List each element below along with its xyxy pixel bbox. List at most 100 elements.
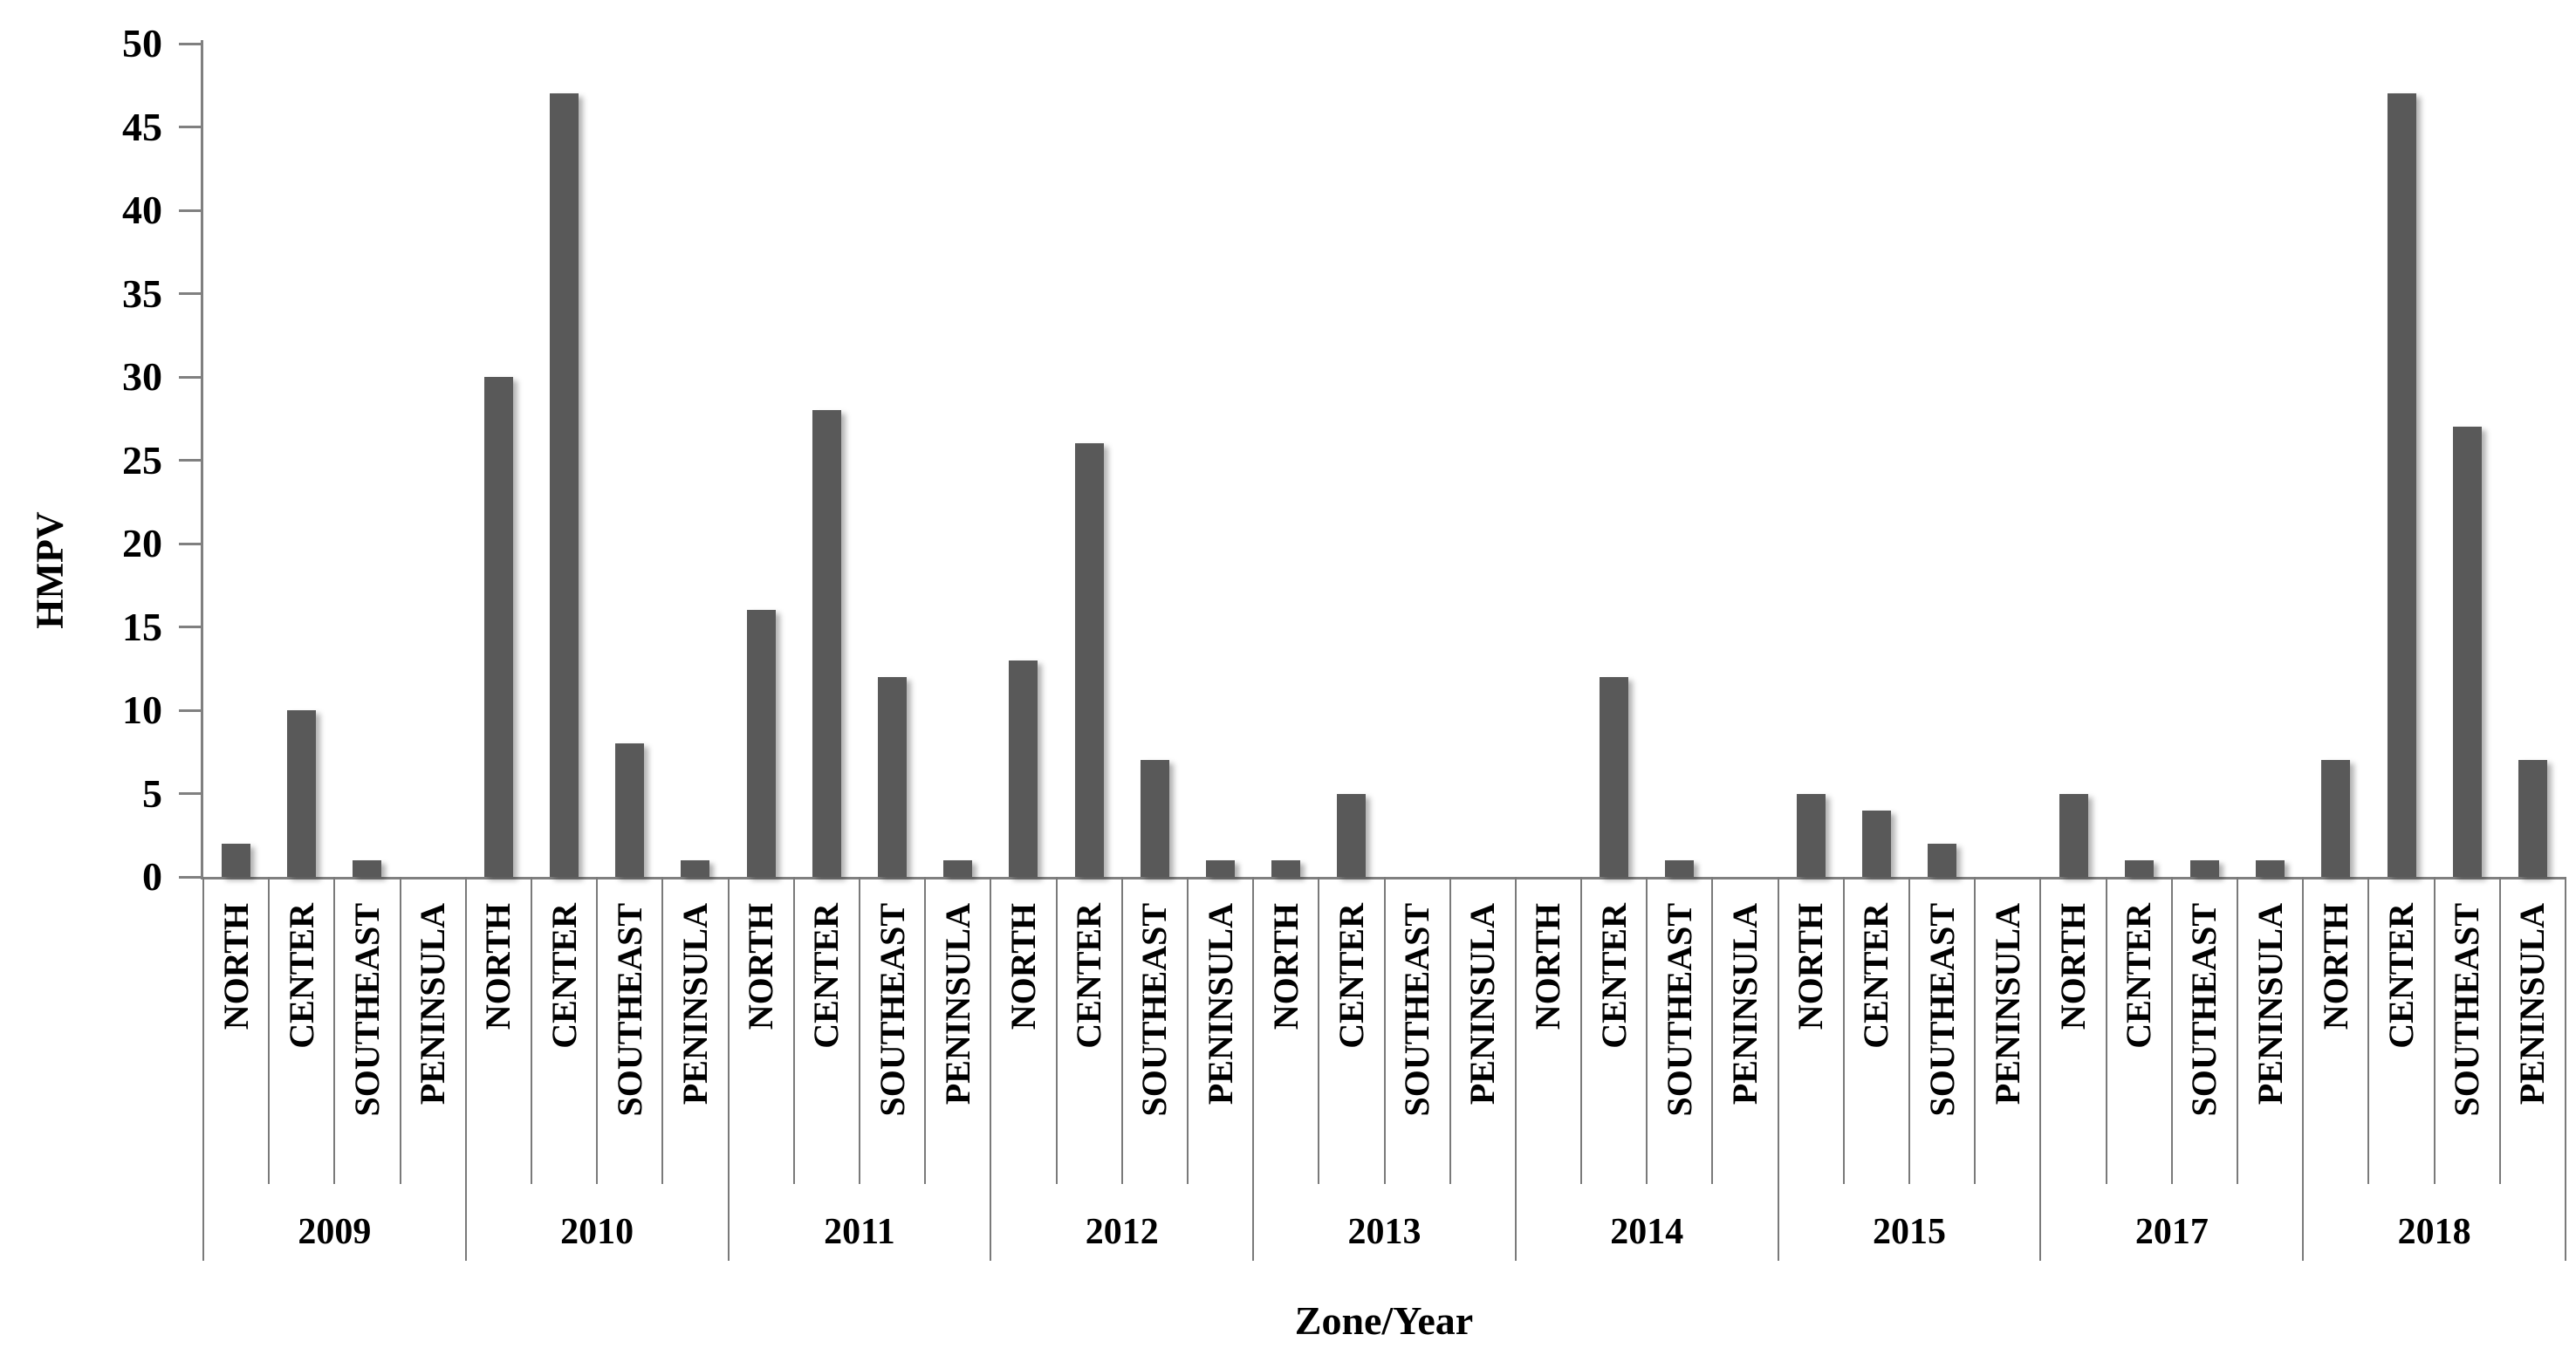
zone-label: NORTH xyxy=(1791,903,1831,1030)
bar xyxy=(878,676,908,877)
zone-cell-divider xyxy=(2039,877,2042,1184)
year-label: 2010 xyxy=(560,1212,634,1252)
bar xyxy=(1074,443,1104,877)
bar xyxy=(1928,843,1957,877)
bar xyxy=(943,859,973,877)
zone-label: CENTER xyxy=(544,903,584,1049)
zone-label: SOUTHEAST xyxy=(2447,903,2487,1117)
zone-cell-divider xyxy=(858,877,860,1184)
zone-cell-divider xyxy=(2498,877,2501,1184)
zone-label: CENTER xyxy=(2119,903,2159,1049)
zone-label: CENTER xyxy=(1856,903,1896,1049)
bar xyxy=(1337,793,1367,877)
zone-label: PENINSULA xyxy=(937,903,977,1105)
zone-label: CENTER xyxy=(281,903,321,1049)
year-label: 2014 xyxy=(1610,1212,1684,1252)
zone-cell-divider xyxy=(530,877,532,1184)
bar xyxy=(1600,676,1629,877)
zone-label: SOUTHEAST xyxy=(872,903,912,1117)
zone-cell-divider xyxy=(1646,877,1648,1184)
zone-label: SOUTHEAST xyxy=(1922,903,1962,1117)
year-label: 2018 xyxy=(2397,1212,2471,1252)
zone-cell-divider xyxy=(1120,877,1123,1184)
zone-label: PENINSULA xyxy=(2250,903,2290,1105)
year-label: 2017 xyxy=(2134,1212,2209,1252)
y-tick xyxy=(179,126,203,128)
zone-label: CENTER xyxy=(806,903,846,1049)
y-tick xyxy=(179,708,203,712)
zone-label: SOUTHEAST xyxy=(346,903,387,1117)
zone-label: PENINSULA xyxy=(2512,903,2552,1105)
zone-cell-divider xyxy=(1514,877,1517,1184)
zone-label: NORTH xyxy=(478,903,518,1030)
zone-cell-divider xyxy=(1777,877,1779,1184)
zone-cell-divider xyxy=(727,877,730,1184)
bar xyxy=(615,743,645,877)
y-tick xyxy=(179,459,203,462)
zone-cell-divider xyxy=(924,877,927,1184)
y-tick-label: 35 xyxy=(122,270,162,316)
year-cell-divider xyxy=(2302,1184,2305,1261)
zone-cell-divider xyxy=(399,877,401,1184)
bar xyxy=(353,859,382,877)
zone-label: NORTH xyxy=(216,903,256,1030)
year-label: 2009 xyxy=(298,1212,372,1252)
zone-label: NORTH xyxy=(1003,903,1043,1030)
zone-label: NORTH xyxy=(741,903,781,1030)
bar xyxy=(2518,760,2547,877)
zone-cell-divider xyxy=(1252,877,1255,1184)
zone-cell-divider xyxy=(268,877,271,1184)
zone-cell-divider xyxy=(202,877,204,1184)
y-tick-label: 40 xyxy=(122,188,162,232)
bar xyxy=(1861,810,1891,877)
bar xyxy=(681,859,710,877)
x-axis-line xyxy=(201,877,2566,879)
zone-cell-divider xyxy=(464,877,467,1184)
zone-label: SOUTHEAST xyxy=(1134,903,1175,1117)
zone-label: NORTH xyxy=(1265,903,1305,1030)
zone-cell-divider xyxy=(2367,877,2370,1184)
y-tick xyxy=(179,292,203,295)
zone-cell-divider xyxy=(333,877,336,1184)
zone-cell-divider xyxy=(2170,877,2173,1184)
bar xyxy=(746,610,776,877)
y-tick-label: 45 xyxy=(122,104,162,149)
y-tick-label: 25 xyxy=(122,437,162,483)
year-label: 2012 xyxy=(1085,1212,1159,1252)
y-tick xyxy=(179,875,203,879)
zone-label: PENINSULA xyxy=(1725,903,1765,1105)
y-tick-label: 30 xyxy=(122,354,162,399)
zone-cell-divider xyxy=(1842,877,1845,1184)
zone-cell-divider xyxy=(1186,877,1189,1184)
zone-label: PENINSULA xyxy=(1987,903,2027,1105)
y-tick xyxy=(179,209,203,212)
zone-cell-divider xyxy=(1711,877,1714,1184)
year-label: 2011 xyxy=(824,1212,895,1252)
zone-label: NORTH xyxy=(2053,903,2093,1030)
zone-label: CENTER xyxy=(1069,903,1109,1049)
bar xyxy=(2387,93,2416,877)
zone-cell-divider xyxy=(1908,877,1911,1184)
bar xyxy=(2256,859,2285,877)
year-cell-divider xyxy=(1514,1184,1517,1261)
zone-label: PENINSULA xyxy=(413,903,453,1105)
year-cell-divider xyxy=(990,1184,992,1261)
y-tick xyxy=(179,792,203,795)
bar xyxy=(1665,859,1695,877)
year-label: 2015 xyxy=(1873,1212,1947,1252)
x-axis-title: Zone/Year xyxy=(1294,1298,1474,1343)
zone-cell-divider xyxy=(990,877,992,1184)
zone-cell-divider xyxy=(2565,877,2566,1184)
y-tick xyxy=(179,42,203,45)
zone-cell-divider xyxy=(1974,877,1977,1184)
y-tick xyxy=(179,626,203,628)
y-axis-line xyxy=(201,40,203,877)
y-tick-label: 50 xyxy=(122,21,162,65)
zone-cell-divider xyxy=(596,877,599,1184)
bar xyxy=(1271,859,1301,877)
zone-label: PENINSULA xyxy=(1463,903,1503,1105)
zone-label: CENTER xyxy=(1331,903,1371,1049)
y-tick xyxy=(179,542,203,545)
y-tick-label: 20 xyxy=(122,521,162,565)
zone-cell-divider xyxy=(1318,877,1320,1184)
